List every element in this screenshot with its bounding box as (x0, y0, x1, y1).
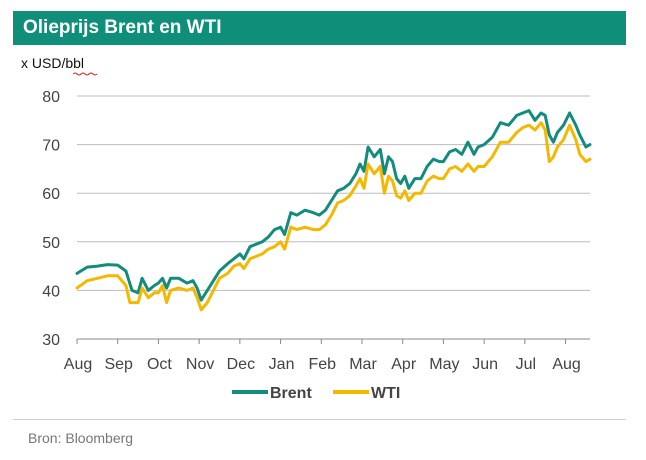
series-lines (75, 109, 592, 312)
x-tick-label: May (429, 356, 459, 373)
x-tick-label: Jan (269, 356, 295, 373)
source-note: Bron: Bloomberg (28, 430, 134, 446)
y-tick-label: 50 (42, 235, 60, 252)
y-axis-ticks: 30 40 50 60 70 80 (42, 89, 60, 349)
series-line-brent (75, 109, 592, 302)
chart-title: Olieprijs Brent en WTI (23, 17, 222, 38)
y-tick-label: 60 (42, 186, 60, 203)
x-tick-label: Jun (472, 356, 498, 373)
y-tick-label: 70 (42, 138, 60, 155)
y-tick-label: 40 (42, 283, 60, 300)
series-line-wti (75, 121, 592, 312)
footer-divider (13, 419, 626, 420)
y-tick-label: 80 (42, 89, 60, 106)
x-tick-label: Sep (104, 356, 133, 373)
x-tick-label: Jul (516, 356, 536, 373)
x-axis: Aug Sep Oct Nov Dec Jan Feb Mar Apr May Jun Jul Aug (64, 339, 581, 373)
x-tick-label: Nov (186, 356, 214, 373)
x-tick-label: Dec (227, 356, 255, 373)
line-chart: 30 40 50 60 70 80 Aug Sep Oct Nov Dec Jan Feb Mar Apr… (42, 89, 592, 402)
x-tick-label: Mar (349, 356, 377, 373)
title-bar: Olieprijs Brent en WTI (13, 11, 626, 45)
legend-label-brent: Brent (270, 385, 312, 402)
x-tick-label: Aug (552, 356, 580, 373)
grid-lines (77, 95, 590, 340)
x-tick-label: Aug (64, 356, 92, 373)
spellcheck-underline-icon (73, 72, 97, 76)
x-tick-label: Oct (147, 356, 172, 373)
x-tick-label: Apr (391, 356, 417, 373)
legend-label-wti: WTI (371, 385, 400, 402)
y-tick-label: 30 (42, 332, 60, 349)
x-tick-label: Feb (308, 356, 336, 373)
legend: Brent WTI (232, 385, 400, 402)
y-axis-unit-label: x USD/bbl (21, 55, 85, 71)
